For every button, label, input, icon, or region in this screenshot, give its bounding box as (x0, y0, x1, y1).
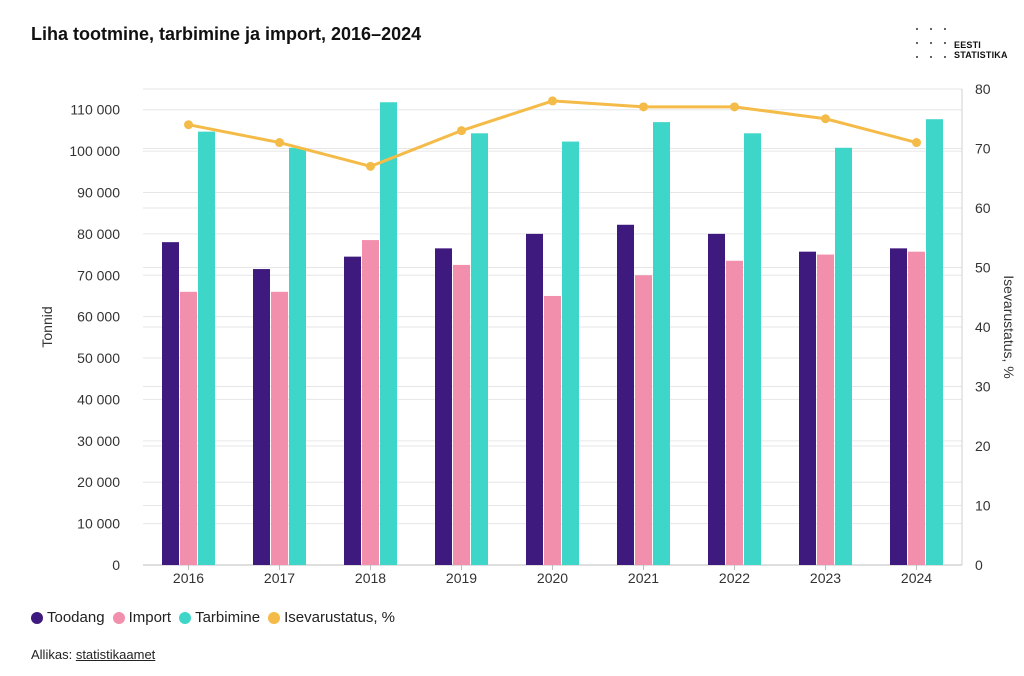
y-tick-label-left: 80 000 (77, 226, 120, 242)
bar-toodang-2016 (162, 242, 179, 565)
y-tick-label-right: 80 (975, 81, 991, 97)
y-tick-label-left: 50 000 (77, 350, 120, 366)
y-tick-label-right: 30 (975, 379, 991, 395)
bar-toodang-2020 (526, 233, 543, 565)
bar-import-2019 (453, 264, 470, 565)
combo-chart: 0 10 000 20 000 30 000 40 000 50 000 60 000 70 … (39, 81, 1017, 586)
bar-tarbimine-2016 (198, 131, 215, 565)
y-tick-label-left: 70 000 (77, 267, 120, 283)
bar-import-2017 (271, 291, 288, 565)
bar-toodang-2019 (435, 248, 452, 566)
bar-toodang-2023 (799, 251, 816, 565)
bar-toodang-2018 (344, 256, 361, 565)
legend-label: Toodang (47, 609, 105, 626)
legend-item[interactable]: Tarbimine (179, 609, 260, 626)
x-tick-label: 2019 (446, 570, 477, 586)
y-tick-label-right: 50 (975, 260, 991, 276)
y-axis-title-right: Isevarustatus, % (1001, 275, 1017, 379)
point-isevarustatus-2018 (366, 161, 375, 171)
legend-swatch (179, 611, 192, 624)
bar-toodang-2021 (617, 224, 634, 565)
y-tick-label-left: 40 000 (77, 391, 120, 407)
bar-import-2023 (817, 254, 834, 565)
legend-item[interactable]: Import (112, 609, 172, 626)
bar-tarbimine-2017 (289, 147, 306, 566)
y-tick-label-right: 60 (975, 200, 991, 216)
x-tick-label: 2023 (810, 570, 841, 586)
y-tick-label-left: 90 000 (77, 184, 120, 200)
legend-swatch (112, 611, 125, 624)
point-isevarustatus-2021 (639, 102, 648, 112)
point-isevarustatus-2022 (730, 102, 739, 112)
legend-swatch (268, 611, 281, 624)
legend-item[interactable]: Isevarustatus, % (268, 609, 395, 626)
logo-line-2: STATISTIKA (954, 50, 1008, 60)
x-tick-label: 2016 (173, 570, 204, 586)
x-tick-label: 2022 (719, 570, 750, 586)
y-axis-title-left: Tonnid (39, 306, 55, 347)
y-tick-label-right: 0 (975, 557, 983, 573)
y-tick-label-left: 30 000 (77, 433, 120, 449)
y-tick-label-left: 10 000 (77, 516, 120, 532)
y-tick-label-right: 20 (975, 438, 991, 454)
x-tick-label: 2021 (628, 570, 659, 586)
bar-import-2022 (726, 260, 743, 565)
bar-tarbimine-2021 (653, 122, 670, 566)
y-tick-label-left: 20 000 (77, 474, 120, 490)
chart-title: Liha tootmine, tarbimine ja import, 2016… (31, 24, 422, 44)
logo-line-1: EESTI (954, 40, 982, 50)
bar-toodang-2017 (253, 269, 270, 565)
legend-label: Isevarustatus, % (284, 609, 395, 626)
y-tick-label-left: 60 000 (77, 309, 120, 325)
legend-label: Import (128, 609, 172, 626)
bar-tarbimine-2023 (835, 147, 852, 566)
source-note: Allikas: statistikaamet (31, 647, 155, 662)
bar-tarbimine-2024 (926, 119, 943, 566)
y-tick-label-right: 10 (975, 498, 991, 514)
point-isevarustatus-2016 (184, 120, 193, 130)
y-tick-label-right: 70 (975, 141, 991, 157)
y-tick-label-left: 100 000 (69, 143, 120, 159)
bar-toodang-2022 (708, 233, 725, 565)
bar-tarbimine-2018 (380, 102, 397, 566)
point-isevarustatus-2017 (275, 138, 284, 148)
bar-import-2024 (908, 251, 925, 565)
source-label: Allikas: (31, 647, 73, 662)
bar-tarbimine-2022 (744, 133, 761, 565)
logo-text: EESTI STATISTIKA (954, 40, 1008, 60)
bar-tarbimine-2020 (562, 141, 579, 565)
bar-import-2016 (180, 291, 197, 565)
source-link[interactable]: statistikaamet (75, 647, 156, 662)
eesti-statistika-logo: EESTI STATISTIKA (912, 26, 1012, 66)
y-tick-label-left: 110 000 (70, 102, 120, 118)
bar-tarbimine-2019 (471, 133, 488, 565)
chart-legend: Toodang Import Tarbimine Isevarustatus, % (31, 609, 403, 626)
x-tick-label: 2017 (264, 570, 295, 586)
bar-import-2021 (635, 275, 652, 565)
x-tick-label: 2018 (355, 570, 386, 586)
bar-import-2020 (544, 295, 561, 565)
point-isevarustatus-2020 (548, 96, 557, 106)
legend-item[interactable]: Toodang (31, 609, 105, 626)
bar-import-2018 (362, 240, 379, 566)
legend-label: Tarbimine (195, 609, 261, 626)
point-isevarustatus-2023 (821, 114, 830, 124)
y-tick-label-right: 40 (975, 319, 991, 335)
point-isevarustatus-2024 (912, 138, 921, 148)
point-isevarustatus-2019 (457, 126, 466, 136)
y-tick-label-left: 0 (112, 557, 120, 573)
legend-swatch (31, 611, 43, 624)
x-tick-label: 2024 (901, 570, 932, 586)
bar-toodang-2024 (890, 248, 907, 566)
x-tick-label: 2020 (537, 570, 568, 586)
